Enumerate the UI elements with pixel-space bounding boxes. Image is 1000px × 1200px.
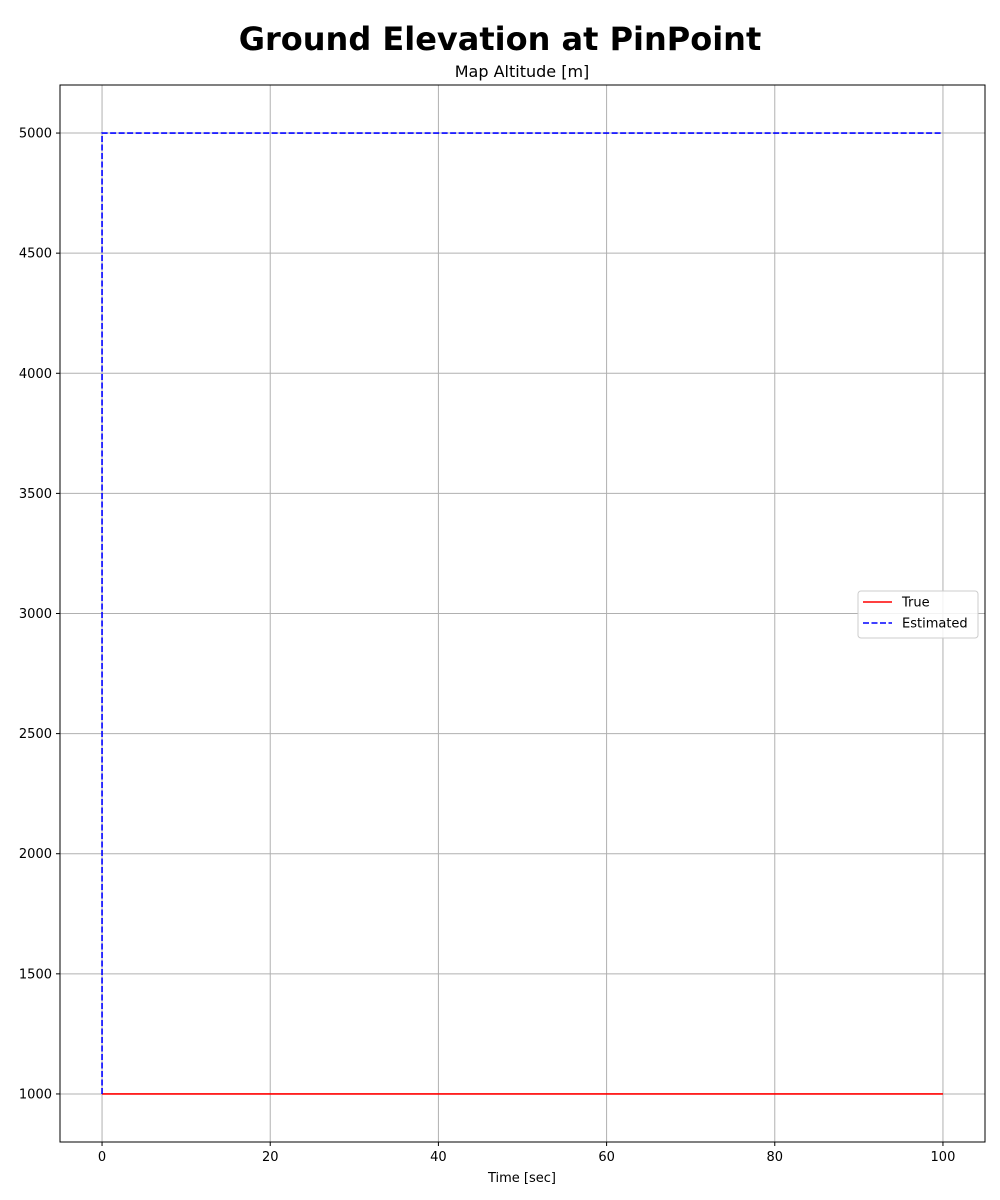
y-tick-label: 4500 <box>19 247 52 262</box>
chart-suptitle: Ground Elevation at PinPoint <box>239 20 762 58</box>
grid-layer <box>60 85 985 1142</box>
x-tick-label: 80 <box>766 1150 783 1165</box>
tick-layer: 0 20 40 60 80 100 1000 1500 2000 2500 3000 3500 4000… <box>19 127 955 1165</box>
y-tick-label: 1000 <box>19 1087 52 1102</box>
legend-label-estimated: Estimated <box>902 617 968 632</box>
chart-title: Map Altitude [m] <box>455 62 590 81</box>
x-tick-label: 40 <box>430 1150 447 1165</box>
series-layer <box>101 132 943 1095</box>
y-tick-label: 1500 <box>19 967 52 982</box>
y-tick-label: 5000 <box>19 127 52 142</box>
x-axis-label: Time [sec] <box>487 1171 556 1186</box>
x-tick-label: 100 <box>931 1150 956 1165</box>
y-tick-label: 2000 <box>19 847 52 862</box>
y-tick-label: 3000 <box>19 607 52 622</box>
y-tick-label: 3500 <box>19 487 52 502</box>
series-line-estimated <box>101 132 943 1094</box>
y-tick-label: 2500 <box>19 727 52 742</box>
legend-label-true: True <box>901 596 930 611</box>
legend: True Estimated <box>857 590 979 639</box>
x-tick-label: 60 <box>598 1150 615 1165</box>
x-tick-label: 20 <box>262 1150 279 1165</box>
x-tick-label: 0 <box>98 1150 106 1165</box>
y-tick-label: 4000 <box>19 367 52 382</box>
